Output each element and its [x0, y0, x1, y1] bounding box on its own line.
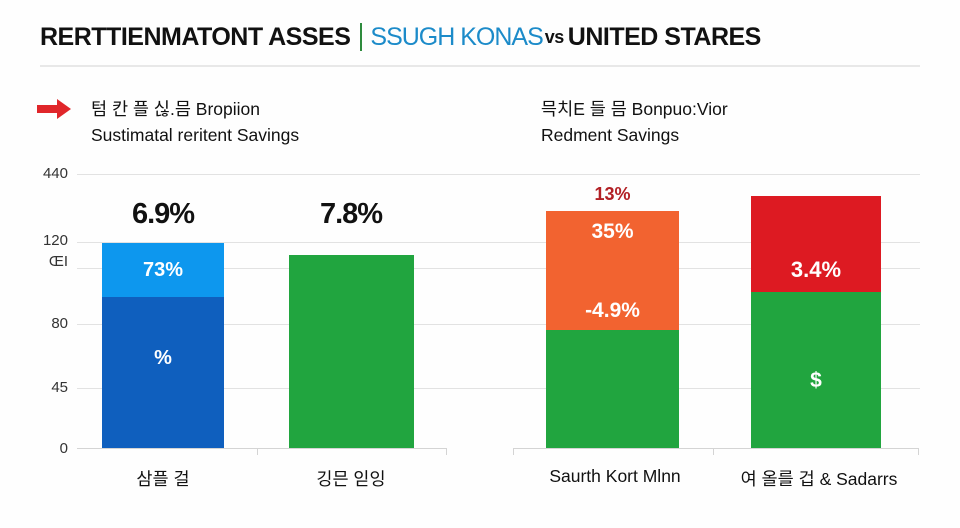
category-label: 여 올를 겁 & Sadarrs	[740, 469, 898, 489]
right-arrow-icon	[37, 99, 71, 119]
x-axis-tick	[918, 448, 919, 455]
title-separator	[360, 23, 363, 51]
bar-segment-upper	[546, 211, 679, 330]
x-axis-tick	[713, 448, 714, 455]
y-tick: 120	[42, 232, 68, 249]
right-subtitle-line1: 믁치E 들 믐 Bonpuo:Vior	[541, 99, 728, 119]
bar-segment-lower	[546, 330, 679, 448]
bar-segment-upper	[102, 243, 224, 297]
title-end: UNITED STARES	[567, 23, 762, 51]
title-divider	[40, 65, 920, 67]
y-tick: 80	[51, 315, 68, 332]
bar-segment-lower	[102, 297, 224, 448]
gridline	[77, 242, 920, 243]
left-subtitle-line2: Sustimatal reritent Savings	[91, 125, 300, 145]
y-tick: 45	[51, 379, 68, 396]
bar-top-label: 7.8%	[319, 198, 383, 230]
page-title: RERTTIENMATONT ASSES SSUGH KONAS vs UNIT…	[40, 22, 761, 52]
bar-inner-label: %	[154, 347, 172, 369]
x-axis-tick	[446, 448, 447, 455]
gridline	[77, 388, 920, 389]
x-axis-tick	[257, 448, 258, 455]
category-label: 깅믄 읻잉	[316, 469, 386, 489]
bar-inner-label: $	[810, 369, 822, 392]
gridline	[77, 174, 920, 175]
gridline	[77, 324, 920, 325]
category-label: Saurth Kort Mlnn	[549, 466, 681, 486]
y-tick: 440	[42, 165, 68, 182]
bar-inner-label: 3.4%	[790, 257, 842, 282]
x-axis-tick	[513, 448, 514, 455]
right-x-axis	[513, 448, 919, 449]
title-accent: SSUGH KONAS	[370, 23, 543, 51]
title-main: RERTTIENMATONT ASSES	[40, 23, 351, 51]
bar-segment-upper	[751, 196, 881, 292]
left-x-axis	[77, 448, 447, 449]
bar-segment-lower	[751, 292, 881, 448]
bar-inner-label: 73%	[142, 259, 184, 281]
bar-top-label: 6.9%	[131, 198, 195, 230]
bar-inner-label: -4.9%	[585, 299, 640, 322]
right-subtitle-line2: Redment Savings	[541, 125, 680, 145]
bar-segment	[289, 255, 414, 448]
left-subtitle-line1: 텀 칸 플 싢.믐 Bropiion	[91, 99, 261, 119]
title-vs: vs	[544, 27, 565, 47]
gridline	[77, 268, 920, 269]
y-tick: 0	[59, 440, 68, 457]
bar-top-label: 13%	[594, 184, 631, 204]
y-tick: ŒI	[48, 253, 68, 270]
bar-inner-label: 35%	[591, 220, 634, 243]
category-label: 삼플 걸	[136, 469, 190, 489]
